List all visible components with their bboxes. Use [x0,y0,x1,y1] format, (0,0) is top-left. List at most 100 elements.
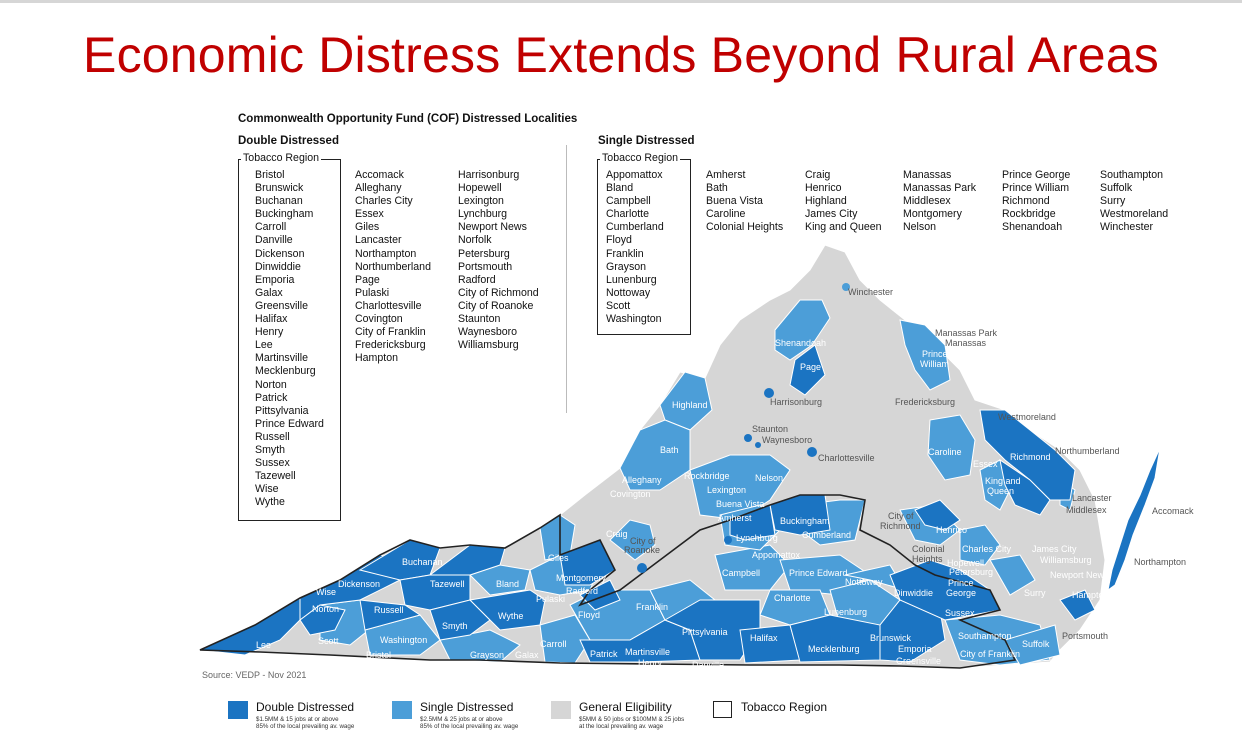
double-tobacco-label: Tobacco Region [241,152,321,164]
single-tobacco-item: Bland [606,182,634,195]
double-col3-item: Portsmouth [458,260,513,273]
label-buena-vista: Buena Vista [716,499,764,509]
double-tobacco-item: Carroll [255,221,287,234]
single-col3-item: King and Queen [805,221,882,234]
label-prince-william-1: Prince [922,349,948,359]
label-alleghany: Alleghany [622,475,662,485]
single-col6-item: Suffolk [1100,182,1133,195]
label-fredericksburg: Fredericksburg [895,397,955,407]
legend-general-desc: $5MM & 50 jobs or $100MM & 25 jobs at th… [579,716,684,730]
label-city-of-roanoke-1: City of [630,536,656,546]
single-tobacco-item: Lunenburg [606,273,657,286]
label-waynesboro: Waynesboro [762,435,812,445]
label-bath: Bath [660,445,679,455]
label-nelson: Nelson [755,473,783,483]
label-franklin: Franklin [636,602,668,612]
label-campbell: Campbell [722,568,760,578]
single-tobacco-item: Scott [606,299,631,312]
single-col5-item: Prince George [1002,169,1071,181]
column-divider [566,145,567,413]
label-montgomery: Montgomery [556,573,607,583]
double-tobacco-item: Russell [255,430,290,443]
label-newport-news: Newport News [1050,570,1109,580]
label-nottoway: Nottoway [845,577,883,587]
map-labels: Winchester Manassas Park Manassas Shenan… [256,287,1194,670]
label-caroline: Caroline [928,447,962,457]
single-col5-item: Prince William [1002,182,1070,195]
double-col3-item: Hopewell [458,182,502,195]
single-col2-item: Amherst [706,169,746,181]
legend-double-desc: $1.5MM & 15 jobs at or above 85% of the … [256,716,354,730]
single-tobacco-item: Campbell [606,195,651,208]
city-markers [637,388,817,573]
source-note: Source: VEDP - Nov 2021 [202,670,307,680]
double-col3-item: Lexington [458,195,504,208]
label-pittsylvania: Pittsylvania [682,627,728,637]
label-suffolk: Suffolk [1022,639,1050,649]
single-distressed-heading: Single Distressed [598,135,695,147]
single-tobacco-item: Nottoway [606,286,651,299]
double-tobacco-item: Tazewell [255,470,296,483]
single-col4-item: Manassas [903,169,952,181]
double-distressed-areas [198,344,1096,664]
double-tobacco-item: Buckingham [255,208,314,221]
cof-title: Commonwealth Opportunity Fund (COF) Dist… [238,113,578,125]
single-col5-item: Shenandoah [1002,221,1063,234]
label-pulaski: Pulaski [536,594,565,604]
single-col5-item: Rockbridge [1002,208,1056,221]
single-col6-item: Winchester [1100,221,1153,234]
label-russell: Russell [374,605,404,615]
legend-single-desc2: 85% of the local prevailing av. wage [420,723,519,730]
single-col5-item: Richmond [1002,195,1050,208]
label-charlottesville: Charlottesville [818,453,875,463]
label-page: Page [800,362,821,372]
double-tobacco-item: Emporia [255,273,295,286]
label-hopewell: Hopewell [947,558,984,568]
label-surry: Surry [1024,588,1046,598]
label-williamsburg: Williamsburg [1040,555,1092,565]
double-col3-item: Lynchburg [458,208,508,221]
single-col6-item: Surry [1100,195,1126,208]
label-smyth: Smyth [442,621,468,631]
single-col2-item: Bath [706,182,728,195]
legend-double-desc1: $1.5MM & 15 jobs at or above [256,716,339,723]
legend-general-desc2: at the local prevailing av. wage [579,723,664,730]
legend-tobacco-swatch [713,701,732,718]
label-bland: Bland [496,579,519,589]
label-prince-george-2: George [946,588,976,598]
double-tobacco-item: Bristol [255,169,285,181]
double-col2-item: Fredericksburg [355,339,426,352]
double-tobacco-item: Danville [255,234,293,247]
single-distressed-areas [319,299,1076,666]
label-prince-william-2: William [920,359,949,369]
label-mecklenburg: Mecklenburg [808,644,860,654]
label-prince-edward: Prince Edward [789,568,848,578]
label-patrick: Patrick [590,649,618,659]
double-col2-item: Essex [355,208,384,221]
label-appomattox: Appomattox [752,550,801,560]
label-norfolk: Norfolk [1092,613,1121,623]
double-col2-item: Covington [355,313,403,326]
double-col3-item: City of Richmond [458,286,539,299]
double-col3-item: Norfolk [458,234,492,247]
label-accomack: Accomack [1152,506,1194,516]
top-divider [0,0,1242,3]
label-lunenburg: Lunenburg [824,607,867,617]
double-col2-item: Northumberland [355,260,431,273]
single-tobacco-list: Appomattox Bland Campbell Charlotte Cumberla… [606,169,664,326]
double-col3-item: Radford [458,273,496,286]
single-tobacco-item: Franklin [606,247,644,260]
double-col3-item: Staunton [458,313,501,326]
label-harrisonburg: Harrisonburg [770,397,822,407]
label-brunswick: Brunswick [870,633,912,643]
double-tobacco-item: Henry [255,326,284,339]
label-danville: Danville [692,660,724,670]
label-halifax: Halifax [750,633,778,643]
double-col2-item: Giles [355,221,380,234]
double-col2-item: Northampton [355,247,417,260]
single-tobacco-label: Tobacco Region [600,152,680,164]
double-distressed-heading: Double Distressed [238,135,339,147]
slide-title: Economic Distress Extends Beyond Rural A… [83,27,1159,83]
double-col2-item: Page [355,273,380,286]
single-tobacco-item: Charlotte [606,208,649,221]
